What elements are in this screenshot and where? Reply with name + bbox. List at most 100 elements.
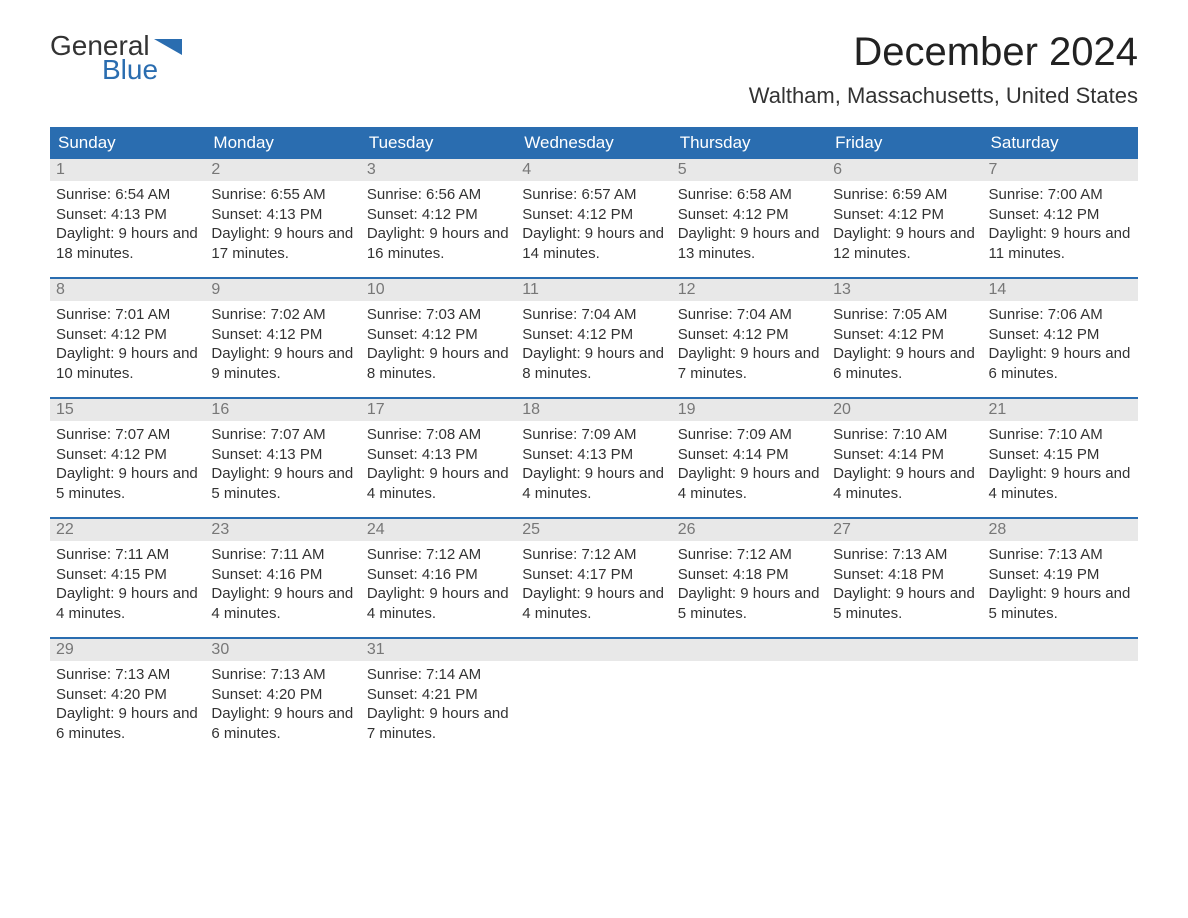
sunrise-line: Sunrise: 7:12 AM bbox=[522, 545, 665, 565]
day-number: 2 bbox=[205, 159, 360, 181]
logo-text-blue: Blue bbox=[102, 54, 158, 86]
week-row: 15Sunrise: 7:07 AMSunset: 4:12 PMDayligh… bbox=[50, 397, 1138, 517]
week-row: 8Sunrise: 7:01 AMSunset: 4:12 PMDaylight… bbox=[50, 277, 1138, 397]
day-body: Sunrise: 7:08 AMSunset: 4:13 PMDaylight:… bbox=[361, 421, 516, 511]
day-number: 22 bbox=[50, 519, 205, 541]
sunrise-line: Sunrise: 7:13 AM bbox=[56, 665, 199, 685]
day-cell: 11Sunrise: 7:04 AMSunset: 4:12 PMDayligh… bbox=[516, 279, 671, 397]
day-cell: 25Sunrise: 7:12 AMSunset: 4:17 PMDayligh… bbox=[516, 519, 671, 637]
daylight-line: Daylight: 9 hours and 5 minutes. bbox=[211, 464, 354, 503]
day-cell: 13Sunrise: 7:05 AMSunset: 4:12 PMDayligh… bbox=[827, 279, 982, 397]
calendar: SundayMondayTuesdayWednesdayThursdayFrid… bbox=[50, 127, 1138, 757]
logo-flag-icon bbox=[154, 37, 182, 55]
day-body: Sunrise: 7:12 AMSunset: 4:17 PMDaylight:… bbox=[516, 541, 671, 631]
sunrise-line: Sunrise: 6:54 AM bbox=[56, 185, 199, 205]
daylight-line: Daylight: 9 hours and 10 minutes. bbox=[56, 344, 199, 383]
daylight-line: Daylight: 9 hours and 4 minutes. bbox=[367, 464, 510, 503]
day-body: Sunrise: 6:59 AMSunset: 4:12 PMDaylight:… bbox=[827, 181, 982, 271]
sunrise-line: Sunrise: 7:12 AM bbox=[367, 545, 510, 565]
day-body: Sunrise: 7:07 AMSunset: 4:13 PMDaylight:… bbox=[205, 421, 360, 511]
daylight-line: Daylight: 9 hours and 6 minutes. bbox=[56, 704, 199, 743]
day-body: Sunrise: 7:04 AMSunset: 4:12 PMDaylight:… bbox=[516, 301, 671, 391]
day-number: 17 bbox=[361, 399, 516, 421]
day-number: 9 bbox=[205, 279, 360, 301]
day-cell bbox=[827, 639, 982, 757]
daylight-line: Daylight: 9 hours and 6 minutes. bbox=[833, 344, 976, 383]
sunrise-line: Sunrise: 6:58 AM bbox=[678, 185, 821, 205]
sunrise-line: Sunrise: 7:02 AM bbox=[211, 305, 354, 325]
day-number bbox=[516, 639, 671, 661]
sunset-line: Sunset: 4:15 PM bbox=[56, 565, 199, 585]
sunset-line: Sunset: 4:12 PM bbox=[989, 325, 1132, 345]
sunrise-line: Sunrise: 7:01 AM bbox=[56, 305, 199, 325]
day-body: Sunrise: 7:05 AMSunset: 4:12 PMDaylight:… bbox=[827, 301, 982, 391]
sunset-line: Sunset: 4:12 PM bbox=[522, 325, 665, 345]
sunset-line: Sunset: 4:17 PM bbox=[522, 565, 665, 585]
day-cell: 3Sunrise: 6:56 AMSunset: 4:12 PMDaylight… bbox=[361, 159, 516, 277]
daylight-line: Daylight: 9 hours and 13 minutes. bbox=[678, 224, 821, 263]
day-number: 25 bbox=[516, 519, 671, 541]
daylight-line: Daylight: 9 hours and 11 minutes. bbox=[989, 224, 1132, 263]
day-body: Sunrise: 7:14 AMSunset: 4:21 PMDaylight:… bbox=[361, 661, 516, 751]
day-number bbox=[672, 639, 827, 661]
sunset-line: Sunset: 4:14 PM bbox=[678, 445, 821, 465]
day-cell: 9Sunrise: 7:02 AMSunset: 4:12 PMDaylight… bbox=[205, 279, 360, 397]
day-cell: 18Sunrise: 7:09 AMSunset: 4:13 PMDayligh… bbox=[516, 399, 671, 517]
day-body: Sunrise: 7:13 AMSunset: 4:19 PMDaylight:… bbox=[983, 541, 1138, 631]
day-body: Sunrise: 7:11 AMSunset: 4:15 PMDaylight:… bbox=[50, 541, 205, 631]
sunset-line: Sunset: 4:12 PM bbox=[56, 445, 199, 465]
sunset-line: Sunset: 4:14 PM bbox=[833, 445, 976, 465]
day-body: Sunrise: 6:57 AMSunset: 4:12 PMDaylight:… bbox=[516, 181, 671, 271]
sunrise-line: Sunrise: 7:07 AM bbox=[56, 425, 199, 445]
sunrise-line: Sunrise: 7:12 AM bbox=[678, 545, 821, 565]
day-cell: 30Sunrise: 7:13 AMSunset: 4:20 PMDayligh… bbox=[205, 639, 360, 757]
page-header: General Blue December 2024 Waltham, Mass… bbox=[50, 30, 1138, 109]
day-body: Sunrise: 6:58 AMSunset: 4:12 PMDaylight:… bbox=[672, 181, 827, 271]
sunset-line: Sunset: 4:13 PM bbox=[211, 445, 354, 465]
day-cell: 14Sunrise: 7:06 AMSunset: 4:12 PMDayligh… bbox=[983, 279, 1138, 397]
sunset-line: Sunset: 4:12 PM bbox=[833, 325, 976, 345]
daylight-line: Daylight: 9 hours and 4 minutes. bbox=[989, 464, 1132, 503]
sunrise-line: Sunrise: 6:57 AM bbox=[522, 185, 665, 205]
day-cell: 29Sunrise: 7:13 AMSunset: 4:20 PMDayligh… bbox=[50, 639, 205, 757]
sunset-line: Sunset: 4:19 PM bbox=[989, 565, 1132, 585]
day-header: Friday bbox=[827, 127, 982, 159]
sunrise-line: Sunrise: 7:04 AM bbox=[522, 305, 665, 325]
day-number: 29 bbox=[50, 639, 205, 661]
sunrise-line: Sunrise: 7:11 AM bbox=[211, 545, 354, 565]
daylight-line: Daylight: 9 hours and 5 minutes. bbox=[56, 464, 199, 503]
sunset-line: Sunset: 4:13 PM bbox=[367, 445, 510, 465]
day-body: Sunrise: 7:06 AMSunset: 4:12 PMDaylight:… bbox=[983, 301, 1138, 391]
daylight-line: Daylight: 9 hours and 4 minutes. bbox=[522, 584, 665, 623]
day-number: 31 bbox=[361, 639, 516, 661]
sunset-line: Sunset: 4:18 PM bbox=[833, 565, 976, 585]
day-number: 7 bbox=[983, 159, 1138, 181]
day-cell: 31Sunrise: 7:14 AMSunset: 4:21 PMDayligh… bbox=[361, 639, 516, 757]
day-number: 24 bbox=[361, 519, 516, 541]
day-body: Sunrise: 7:10 AMSunset: 4:14 PMDaylight:… bbox=[827, 421, 982, 511]
day-body: Sunrise: 7:13 AMSunset: 4:20 PMDaylight:… bbox=[205, 661, 360, 751]
day-body: Sunrise: 7:10 AMSunset: 4:15 PMDaylight:… bbox=[983, 421, 1138, 511]
day-number: 28 bbox=[983, 519, 1138, 541]
day-cell: 2Sunrise: 6:55 AMSunset: 4:13 PMDaylight… bbox=[205, 159, 360, 277]
sunset-line: Sunset: 4:13 PM bbox=[522, 445, 665, 465]
sunrise-line: Sunrise: 7:07 AM bbox=[211, 425, 354, 445]
sunset-line: Sunset: 4:12 PM bbox=[211, 325, 354, 345]
day-body: Sunrise: 7:07 AMSunset: 4:12 PMDaylight:… bbox=[50, 421, 205, 511]
daylight-line: Daylight: 9 hours and 4 minutes. bbox=[678, 464, 821, 503]
daylight-line: Daylight: 9 hours and 8 minutes. bbox=[367, 344, 510, 383]
day-cell: 27Sunrise: 7:13 AMSunset: 4:18 PMDayligh… bbox=[827, 519, 982, 637]
sunrise-line: Sunrise: 7:14 AM bbox=[367, 665, 510, 685]
sunrise-line: Sunrise: 7:10 AM bbox=[833, 425, 976, 445]
day-cell bbox=[672, 639, 827, 757]
day-header: Saturday bbox=[983, 127, 1138, 159]
daylight-line: Daylight: 9 hours and 5 minutes. bbox=[989, 584, 1132, 623]
day-body: Sunrise: 7:13 AMSunset: 4:20 PMDaylight:… bbox=[50, 661, 205, 751]
day-cell: 4Sunrise: 6:57 AMSunset: 4:12 PMDaylight… bbox=[516, 159, 671, 277]
sunset-line: Sunset: 4:13 PM bbox=[211, 205, 354, 225]
sunrise-line: Sunrise: 7:08 AM bbox=[367, 425, 510, 445]
day-header: Sunday bbox=[50, 127, 205, 159]
day-number: 5 bbox=[672, 159, 827, 181]
day-number: 4 bbox=[516, 159, 671, 181]
week-row: 22Sunrise: 7:11 AMSunset: 4:15 PMDayligh… bbox=[50, 517, 1138, 637]
